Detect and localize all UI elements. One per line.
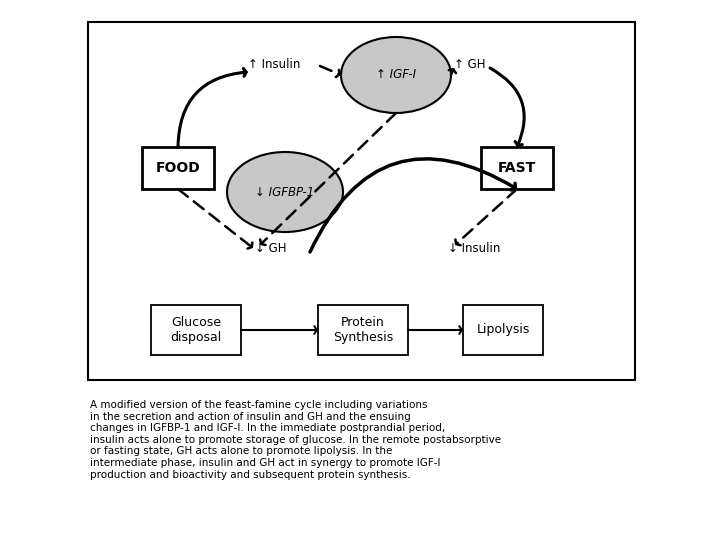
Text: ↓ GH: ↓ GH xyxy=(255,241,287,254)
Ellipse shape xyxy=(341,37,451,113)
Bar xyxy=(481,147,553,189)
Text: Protein
Synthesis: Protein Synthesis xyxy=(333,316,393,344)
Text: FOOD: FOOD xyxy=(156,161,200,175)
Text: A modified version of the feast-famine cycle including variations
in the secreti: A modified version of the feast-famine c… xyxy=(90,400,501,480)
Text: ↓ IGFBP-1: ↓ IGFBP-1 xyxy=(256,186,315,199)
Text: ↑ GH: ↑ GH xyxy=(454,57,485,71)
Text: Lipolysis: Lipolysis xyxy=(477,323,530,336)
Bar xyxy=(88,22,635,380)
Text: ↑ Insulin: ↑ Insulin xyxy=(248,57,300,71)
Bar xyxy=(318,305,408,355)
Bar xyxy=(463,305,543,355)
Text: ↑ IGF-I: ↑ IGF-I xyxy=(376,69,416,82)
Bar xyxy=(151,305,241,355)
Text: FAST: FAST xyxy=(498,161,536,175)
Text: Glucose
disposal: Glucose disposal xyxy=(171,316,222,344)
Ellipse shape xyxy=(227,152,343,232)
Text: ↓ Insulin: ↓ Insulin xyxy=(448,241,500,254)
Bar xyxy=(142,147,214,189)
